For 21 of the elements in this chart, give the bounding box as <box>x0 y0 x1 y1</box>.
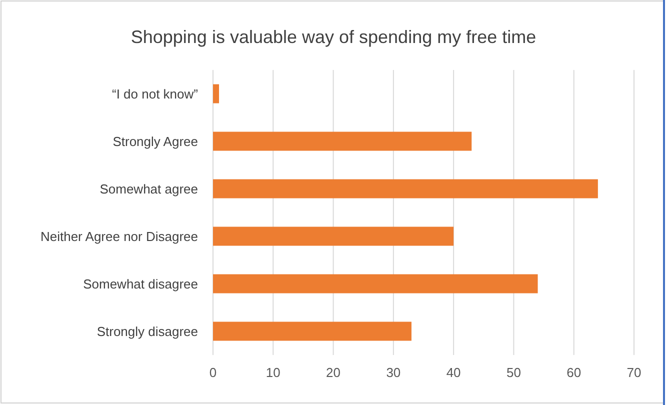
chart-title: Shopping is valuable way of spending my free time <box>130 27 536 47</box>
y-tick-label: Somewhat disagree <box>83 276 198 292</box>
y-tick-label: Somewhat agree <box>100 181 198 196</box>
bar <box>213 226 454 246</box>
x-tick-label: 50 <box>506 365 521 380</box>
x-tick-label: 10 <box>266 365 280 380</box>
y-tick-label: Strongly Agree <box>112 134 198 149</box>
x-tick-label: 60 <box>566 365 582 380</box>
bar <box>213 322 412 341</box>
y-tick-label: “I do not know” <box>112 86 198 102</box>
bar <box>213 132 472 151</box>
y-tick-label: Neither Agree nor Disagree <box>40 228 198 244</box>
x-tick-label: 0 <box>209 365 217 380</box>
x-tick-label: 40 <box>446 365 461 380</box>
bar <box>213 274 538 294</box>
bar <box>213 179 598 198</box>
bar <box>213 84 220 104</box>
x-tick-label: 30 <box>386 365 401 380</box>
y-tick-label: Strongly disagree <box>96 324 198 339</box>
x-tick-label: 70 <box>626 365 642 380</box>
x-tick-label: 20 <box>326 365 341 380</box>
